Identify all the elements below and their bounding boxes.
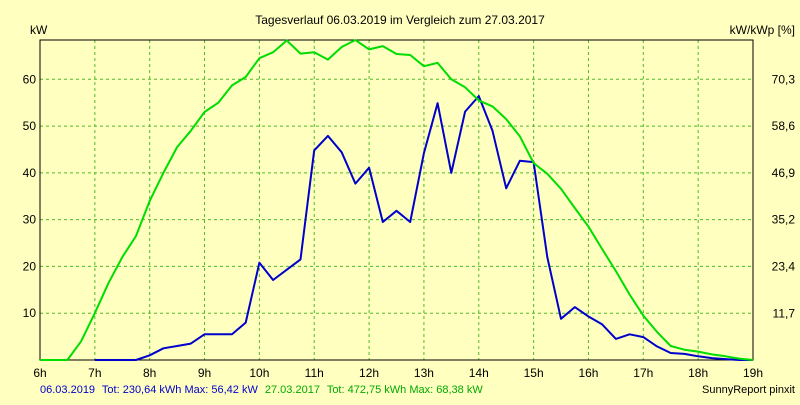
- y-axis-left-label: kW: [30, 23, 48, 37]
- footer-legend: 06.03.2019 Tot: 230,64 kWh Max: 56,42 kW…: [40, 384, 795, 396]
- chart-title: Tagesverlauf 06.03.2019 im Vergleich zum…: [255, 13, 545, 27]
- x-tick-label: 7h: [88, 366, 101, 380]
- legend-stats-2: Tot: 472,75 kWh Max: 68,38 kW: [327, 384, 484, 396]
- x-tick-label: 15h: [524, 366, 544, 380]
- y-right-tick-label: 46,9: [772, 166, 796, 180]
- grid: [40, 40, 753, 360]
- legend-date-1: 06.03.2019: [40, 384, 95, 396]
- x-tick-label: 9h: [198, 366, 211, 380]
- x-tick-label: 8h: [143, 366, 156, 380]
- y-left-tick-label: 50: [23, 119, 37, 133]
- y-right-tick-label: 35,2: [772, 212, 796, 226]
- footer-stats: 06.03.2019 Tot: 230,64 kWh Max: 56,42 kW…: [40, 384, 483, 396]
- legend-stats-1: Tot: 230,64 kWh Max: 56,42 kW: [102, 384, 259, 396]
- legend-date-2: 27.03.2017: [265, 384, 320, 396]
- y-right-tick-label: 11,7: [773, 306, 796, 320]
- x-tick-label: 18h: [688, 366, 708, 380]
- plot-frame: [39, 39, 754, 361]
- x-tick-label: 13h: [414, 366, 434, 380]
- x-tick-label: 10h: [249, 366, 269, 380]
- x-tick-label: 11h: [305, 366, 324, 380]
- y-axis-right-label: kW/kWp [%]: [730, 23, 795, 37]
- y-left-tick-label: 60: [23, 72, 37, 86]
- y-left-tick-label: 10: [23, 306, 37, 320]
- tick-labels: 6h 7h 8h 9h 10h 11h 12h 13h 14h 15h 16h 17h 18h 19h 10…: [23, 72, 796, 380]
- x-tick-label: 14h: [469, 366, 489, 380]
- x-tick-label: 19h: [743, 366, 763, 380]
- x-tick-label: 12h: [359, 366, 379, 380]
- y-right-tick-label: 70,3: [772, 72, 796, 86]
- series-lines: [40, 39, 754, 361]
- x-tick-label: 16h: [578, 366, 598, 380]
- y-right-tick-label: 23,4: [772, 260, 796, 274]
- y-left-tick-label: 20: [23, 259, 37, 273]
- y-right-tick-label: 58,6: [772, 119, 796, 133]
- brand-label: SunnyReport pinxit: [702, 384, 795, 396]
- y-left-tick-label: 30: [23, 213, 37, 227]
- x-tick-label: 17h: [633, 366, 653, 380]
- series-line-1: [94, 95, 753, 361]
- y-left-tick-label: 40: [23, 166, 37, 180]
- x-tick-label: 6h: [33, 366, 46, 380]
- series-line-2: [40, 39, 754, 361]
